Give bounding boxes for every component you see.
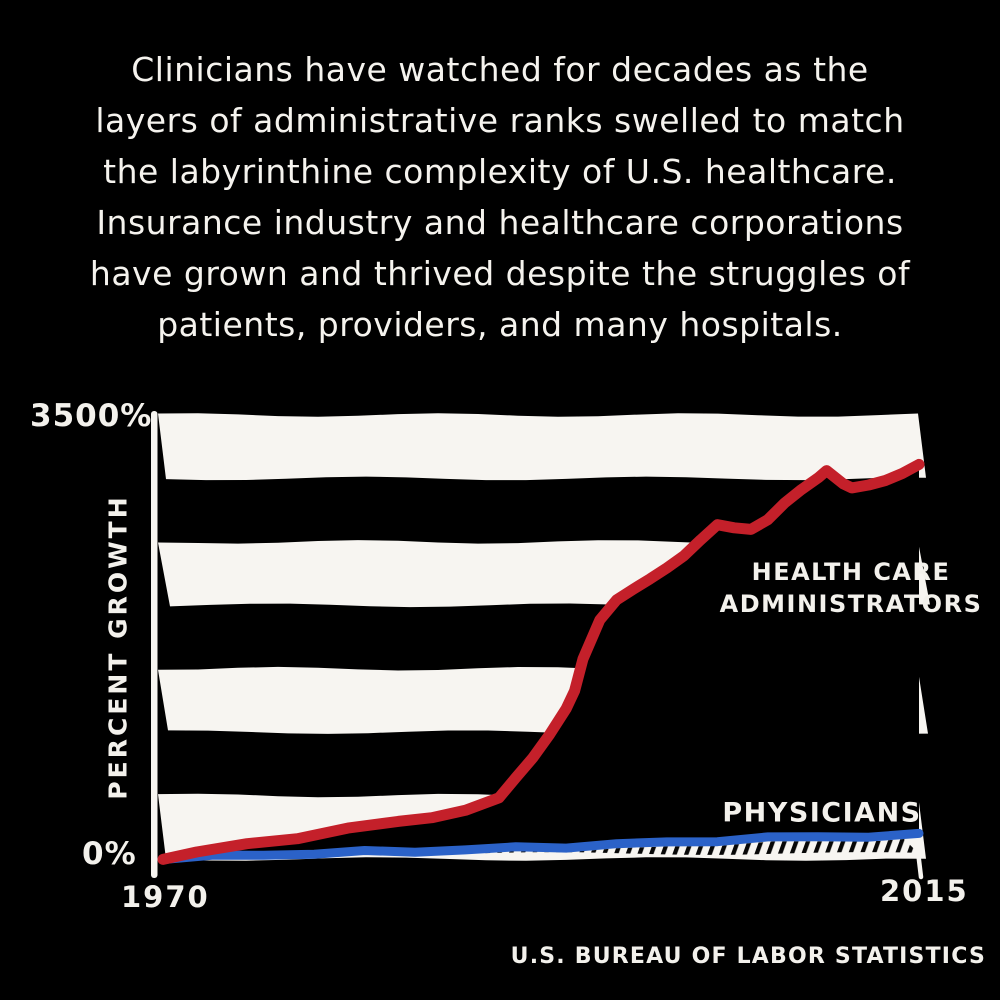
intro-line: layers of administrative ranks swelled t… (95, 101, 905, 140)
administrators-line (157, 458, 925, 865)
physicians-area-hatch (332, 839, 918, 855)
intro-line: patients, providers, and many hospitals. (157, 305, 843, 344)
intro-line: Insurance industry and healthcare corpor… (96, 203, 904, 242)
y-axis-line (151, 411, 158, 878)
y-axis-min-label: 0% (82, 836, 137, 872)
source-credit: U.S. BUREAU OF LABOR STATISTICS (510, 944, 986, 969)
x-axis-end-tick (916, 853, 924, 880)
intro-line: Clinicians have watched for decades as t… (131, 50, 869, 89)
physicians-series-label: PHYSICIANS (722, 797, 922, 829)
x-axis-start-label: 1970 (121, 880, 210, 914)
grid-stripe-band (158, 413, 926, 481)
administrators-series-label-line2: ADMINISTRATORS (719, 590, 983, 618)
x-axis-end-label: 2015 (880, 874, 969, 908)
y-axis-max-label: 3500% (30, 398, 153, 434)
intro-line: the labyrinthine complexity of U.S. heal… (103, 152, 897, 191)
administrators-series-label-line1: HEALTH CARE (751, 558, 951, 586)
physicians-line (158, 828, 924, 864)
intro-text: Clinicians have watched for decades as t… (0, 44, 1000, 350)
intro-line: have grown and thrived despite the strug… (89, 254, 911, 293)
series-gap-fill (163, 464, 919, 860)
y-axis-title: PERCENT GROWTH (103, 494, 133, 800)
administrators-series-label: HEALTH CARE ADMINISTRATORS (720, 556, 983, 620)
